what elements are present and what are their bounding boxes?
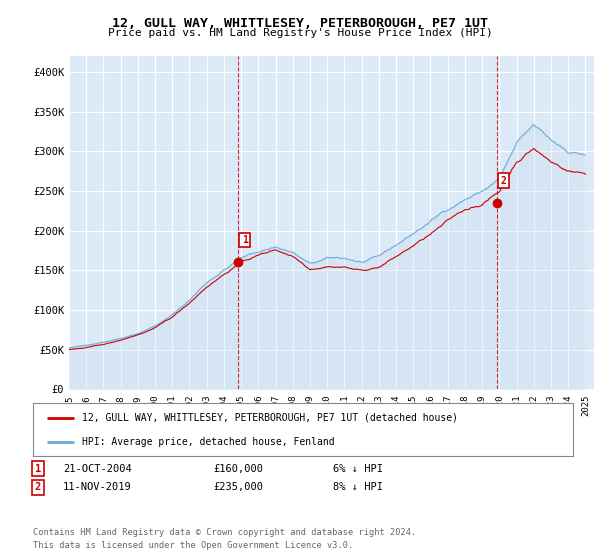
Text: 12, GULL WAY, WHITTLESEY, PETERBOROUGH, PE7 1UT (detached house): 12, GULL WAY, WHITTLESEY, PETERBOROUGH, … (82, 413, 458, 423)
Text: 1: 1 (35, 464, 41, 474)
Text: £235,000: £235,000 (213, 482, 263, 492)
Text: 1: 1 (242, 235, 248, 245)
Text: 11-NOV-2019: 11-NOV-2019 (63, 482, 132, 492)
Text: 21-OCT-2004: 21-OCT-2004 (63, 464, 132, 474)
Text: 12, GULL WAY, WHITTLESEY, PETERBOROUGH, PE7 1UT: 12, GULL WAY, WHITTLESEY, PETERBOROUGH, … (112, 17, 488, 30)
Text: Contains HM Land Registry data © Crown copyright and database right 2024.
This d: Contains HM Land Registry data © Crown c… (33, 528, 416, 550)
Text: £160,000: £160,000 (213, 464, 263, 474)
Text: 6% ↓ HPI: 6% ↓ HPI (333, 464, 383, 474)
Text: HPI: Average price, detached house, Fenland: HPI: Average price, detached house, Fenl… (82, 437, 334, 447)
Text: 2: 2 (35, 482, 41, 492)
Text: 8% ↓ HPI: 8% ↓ HPI (333, 482, 383, 492)
Text: 2: 2 (500, 175, 506, 185)
Text: Price paid vs. HM Land Registry's House Price Index (HPI): Price paid vs. HM Land Registry's House … (107, 28, 493, 38)
